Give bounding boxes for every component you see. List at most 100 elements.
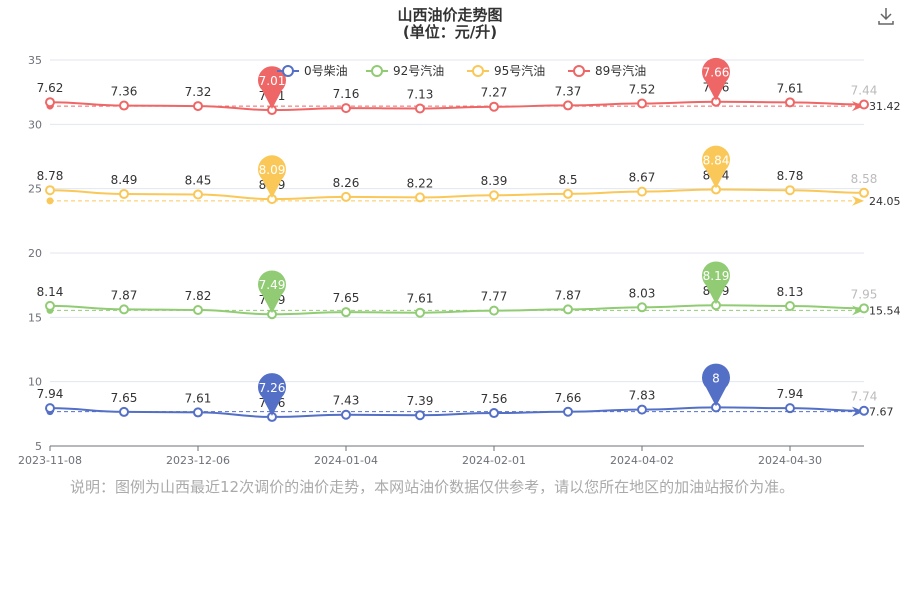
min-marker: 7.01 xyxy=(258,66,287,110)
data-label: 7.27 xyxy=(481,86,508,100)
data-label: 8.78 xyxy=(37,169,64,183)
data-point[interactable] xyxy=(563,100,573,111)
data-label: 8.22 xyxy=(407,176,434,190)
pin-label: 7.01 xyxy=(259,74,286,88)
pin-label: 8.09 xyxy=(259,163,286,177)
data-point[interactable] xyxy=(859,303,869,314)
y-tick-label: 25 xyxy=(28,183,42,196)
average-start-symbol xyxy=(46,197,54,205)
data-point[interactable] xyxy=(637,302,647,313)
pin-label: 8 xyxy=(712,371,720,385)
legend-label: 0号柴油 xyxy=(304,64,348,78)
data-point[interactable] xyxy=(489,408,499,419)
data-point[interactable] xyxy=(785,301,795,312)
data-label: 8.03 xyxy=(629,286,656,300)
x-tick-label: 2023-11-08 xyxy=(18,454,82,467)
data-point[interactable] xyxy=(637,186,647,197)
legend-item[interactable]: 89号汽油 xyxy=(568,63,646,78)
data-label: 8.45 xyxy=(185,173,212,187)
data-label: 7.43 xyxy=(333,394,360,408)
data-point[interactable] xyxy=(119,188,129,199)
data-label: 7.83 xyxy=(629,389,656,403)
y-tick-label: 35 xyxy=(28,54,42,67)
data-point[interactable] xyxy=(45,97,55,108)
data-point[interactable] xyxy=(45,185,55,196)
data-label: 7.32 xyxy=(185,85,212,99)
data-point[interactable] xyxy=(341,103,351,114)
y-tick-label: 5 xyxy=(35,440,42,453)
data-point[interactable] xyxy=(193,407,203,418)
pin-shape xyxy=(702,363,731,407)
average-label: 7.67 xyxy=(869,406,894,419)
data-point[interactable] xyxy=(785,403,795,414)
axes: 5 10 15 20 25 30 35 2023-11-08 2023-12-06 2024-01… xyxy=(18,54,864,467)
legend-symbol xyxy=(282,65,294,77)
data-point[interactable] xyxy=(341,409,351,420)
pin-shape xyxy=(258,373,287,416)
data-point[interactable] xyxy=(785,97,795,108)
data-point[interactable] xyxy=(341,307,351,318)
data-label: 7.52 xyxy=(629,82,656,96)
legend-label: 95号汽油 xyxy=(494,63,545,78)
data-point[interactable] xyxy=(489,190,499,201)
data-label: 7.44 xyxy=(851,84,878,98)
data-point[interactable] xyxy=(563,406,573,417)
legend-item[interactable]: 92号汽油 xyxy=(366,63,444,78)
data-label: 7.65 xyxy=(333,291,360,305)
data-label: 7.13 xyxy=(407,88,434,102)
data-point[interactable] xyxy=(489,101,499,112)
x-tick-label: 2024-02-01 xyxy=(462,454,526,467)
data-point[interactable] xyxy=(859,405,869,416)
data-label: 7.61 xyxy=(407,292,434,306)
data-point[interactable] xyxy=(563,304,573,315)
data-label: 8.58 xyxy=(851,172,878,186)
data-label: 7.37 xyxy=(555,84,582,98)
data-label: 7.94 xyxy=(37,387,64,401)
data-point[interactable] xyxy=(563,188,573,199)
data-point[interactable] xyxy=(415,103,425,114)
pin-shape xyxy=(258,66,287,110)
data-point[interactable] xyxy=(45,403,55,414)
data-point[interactable] xyxy=(415,410,425,421)
data-label: 7.36 xyxy=(111,85,138,99)
data-point[interactable] xyxy=(415,307,425,318)
chart-subtitle: (单位：元/升) xyxy=(403,23,497,41)
data-point[interactable] xyxy=(489,305,499,316)
data-label: 8.5 xyxy=(558,173,577,187)
legend-item[interactable]: 95号汽油 xyxy=(467,63,545,78)
data-label: 8.67 xyxy=(629,171,656,185)
max-marker: 7.66 xyxy=(702,57,731,101)
legend-item[interactable]: 0号柴油 xyxy=(277,64,348,78)
data-point[interactable] xyxy=(859,99,869,110)
data-point[interactable] xyxy=(785,185,795,196)
legend[interactable]: 0号柴油 92号汽油 95号汽油 89号汽油 xyxy=(277,63,646,78)
data-point[interactable] xyxy=(119,304,129,315)
data-point[interactable] xyxy=(341,191,351,202)
y-tick-label: 10 xyxy=(28,376,42,389)
data-label: 7.74 xyxy=(851,390,878,404)
data-point[interactable] xyxy=(119,100,129,111)
legend-symbol xyxy=(573,65,585,77)
data-point[interactable] xyxy=(415,192,425,203)
data-label: 7.95 xyxy=(851,287,878,301)
data-point[interactable] xyxy=(859,187,869,198)
pin-label: 8.19 xyxy=(703,269,730,283)
average-lines: 7.67 15.54 24.05 31.42 xyxy=(46,100,900,419)
data-point[interactable] xyxy=(45,300,55,311)
data-label: 7.87 xyxy=(555,288,582,302)
data-point[interactable] xyxy=(637,404,647,415)
pin-label: 7.49 xyxy=(259,278,286,292)
data-point[interactable] xyxy=(193,101,203,112)
data-point[interactable] xyxy=(193,189,203,200)
data-point[interactable] xyxy=(193,304,203,315)
min-marker: 8.09 xyxy=(258,155,287,199)
legend-symbol xyxy=(472,65,484,77)
series-line xyxy=(49,406,865,418)
pin-label: 8.84 xyxy=(703,153,730,167)
data-point[interactable] xyxy=(637,98,647,109)
download-icon[interactable] xyxy=(876,6,896,26)
data-point[interactable] xyxy=(119,406,129,417)
min-marker: 7.26 xyxy=(258,373,287,416)
data-label: 8.13 xyxy=(777,285,804,299)
data-label: 8.39 xyxy=(481,174,508,188)
